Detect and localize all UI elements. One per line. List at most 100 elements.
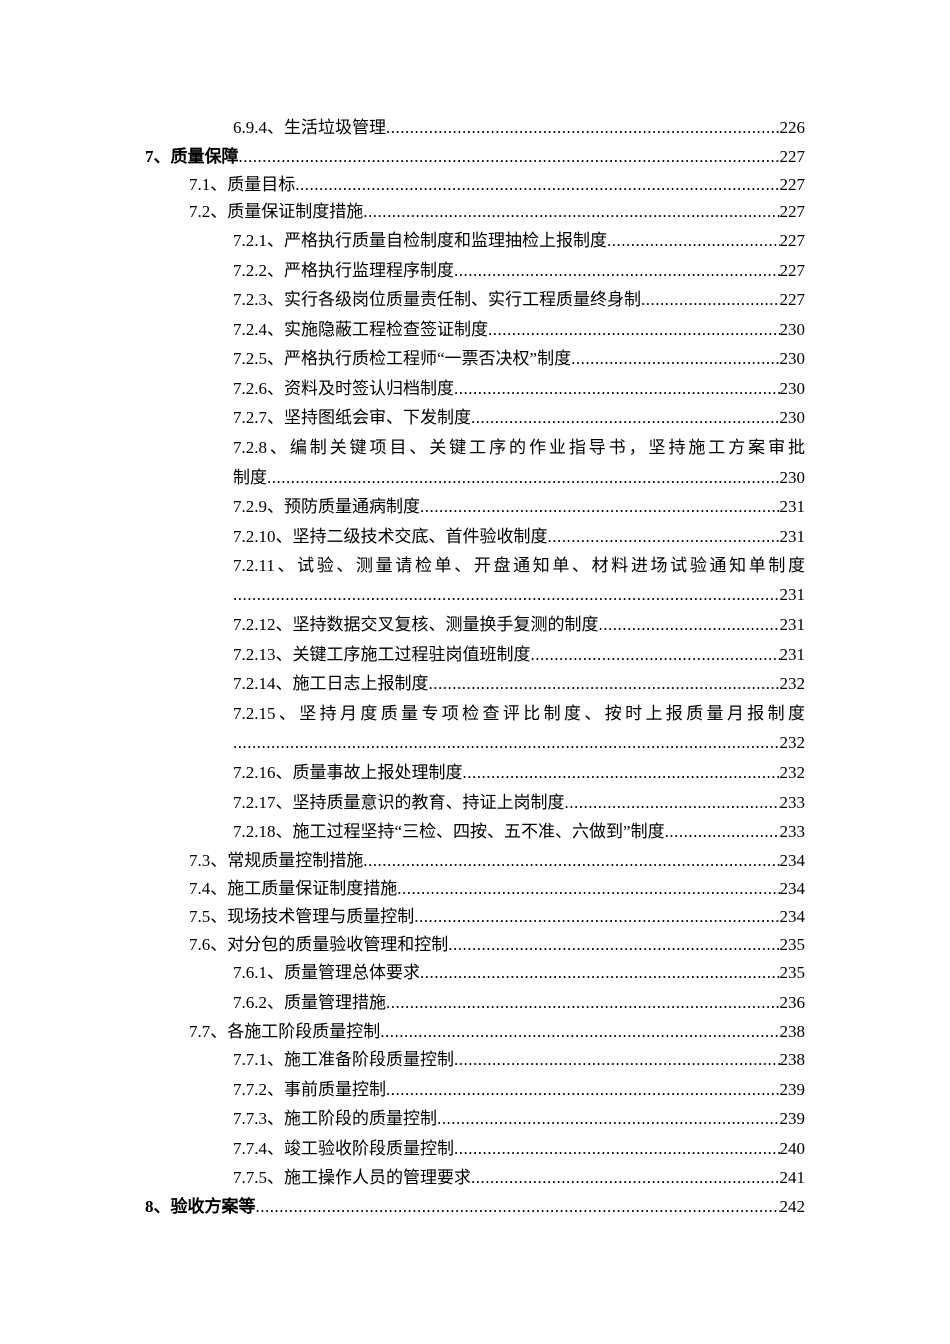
toc-entry[interactable]: 7.2.5、严格执行质检工程师“一票否决权”制度................… <box>233 347 805 371</box>
toc-entry-title: 7.7、各施工阶段质量控制 <box>189 1022 381 1041</box>
dot-leader: ........................................… <box>564 793 780 812</box>
toc-entry-page: 227 <box>779 175 806 194</box>
toc-entry[interactable]: 7.7.2、事前质量控制............................… <box>233 1078 805 1102</box>
toc-entry[interactable]: 7.5、现场技术管理与质量控制.........................… <box>189 905 805 929</box>
toc-entry[interactable]: 7.7.3、施工阶段的质量控制.........................… <box>233 1107 805 1131</box>
dot-leader: ........................................… <box>471 1168 780 1187</box>
toc-entry[interactable]: 7.7、各施工阶段质量控制...........................… <box>189 1020 805 1044</box>
toc-entry-page: 227 <box>779 231 806 250</box>
dot-leader: ........................................… <box>233 733 780 752</box>
toc-entry-page: 234 <box>779 851 806 870</box>
toc-entry-continuation[interactable]: ........................................… <box>233 731 805 755</box>
toc-entry[interactable]: 7.2.17、坚持质量意识的教育、持证上岗制度.................… <box>233 791 805 815</box>
toc-entry-title: 7.6.1、质量管理总体要求 <box>233 963 420 982</box>
toc-entry-title: 7.2.17、坚持质量意识的教育、持证上岗制度 <box>233 793 565 812</box>
toc-entry-page: 239 <box>779 1080 806 1099</box>
toc-entry-page: 231 <box>779 645 806 664</box>
toc-entry[interactable]: 7.7.4、竣工验收阶段质量控制........................… <box>233 1137 805 1161</box>
toc-entry-page: 233 <box>779 822 806 841</box>
toc-entry-page: 234 <box>779 907 806 926</box>
dot-leader: ........................................… <box>414 907 780 926</box>
toc-entry-page: 239 <box>779 1109 806 1128</box>
toc-entry-title-cont: 制度 <box>233 468 267 487</box>
dot-leader: ........................................… <box>380 1022 780 1041</box>
toc-entry-title: 7.2.7、坚持图纸会审、下发制度 <box>233 408 471 427</box>
toc-entry-title: 7.2.3、实行各级岗位质量责任制、实行工程质量终身制 <box>233 290 641 309</box>
toc-entry[interactable]: 7.2.6、资料及时签认归档制度........................… <box>233 377 805 401</box>
toc-entry[interactable]: 7.2.4、实施隐蔽工程检查签证制度......................… <box>233 318 805 342</box>
toc-entry-page: 238 <box>779 1050 806 1069</box>
toc-entry-title: 7.2.6、资料及时签认归档制度 <box>233 379 454 398</box>
toc-entry[interactable]: 7.2.10、坚持二级技术交底、首件验收制度..................… <box>233 525 805 549</box>
toc-entry-page: 230 <box>779 320 806 339</box>
toc-entry-title: 7.2.14、施工日志上报制度 <box>233 674 429 693</box>
dot-leader: ........................................… <box>233 585 780 604</box>
dot-leader: ........................................… <box>420 963 780 982</box>
toc-entry[interactable]: 7.7.1、施工准备阶段质量控制........................… <box>233 1048 805 1072</box>
toc-entry-page: 227 <box>779 202 806 221</box>
toc-entry-title: 7.7.5、施工操作人员的管理要求 <box>233 1168 471 1187</box>
dot-leader: ........................................… <box>664 822 780 841</box>
dot-leader: ........................................… <box>454 1139 780 1158</box>
toc-entry-page: 234 <box>779 879 806 898</box>
toc-entry[interactable]: 7.1、质量目标................................… <box>189 173 805 197</box>
toc-entry[interactable]: 7.2.18、施工过程坚持“三检、四按、五不准、六做到”制度..........… <box>233 820 805 844</box>
toc-entry[interactable]: 7.2.1、严格执行质量自检制度和监理抽检上报制度...............… <box>233 229 805 253</box>
toc-entry-title: 7.4、施工质量保证制度措施 <box>189 879 398 898</box>
toc-entry[interactable]: 7.6、对分包的质量验收管理和控制.......................… <box>189 933 805 957</box>
toc-entry-title: 7.2.9、预防质量通病制度 <box>233 497 420 516</box>
dot-leader: ........................................… <box>295 175 780 194</box>
toc-entry[interactable]: 7.3、常规质量控制措施............................… <box>189 849 805 873</box>
toc-entry-title: 7.3、常规质量控制措施 <box>189 851 364 870</box>
dot-leader: ........................................… <box>598 615 780 634</box>
toc-entry[interactable]: 6.9.4、生活垃圾管理............................… <box>233 116 805 140</box>
toc-entry[interactable]: 7.2.2、严格执行监理程序制度........................… <box>233 259 805 283</box>
dot-leader: ........................................… <box>363 851 780 870</box>
toc-entry[interactable]: 7.6.2、质量管理措施............................… <box>233 991 805 1015</box>
toc-entry[interactable]: 7.2.12、坚持数据交叉复核、测量换手复测的制度...............… <box>233 613 805 637</box>
toc-entry-page: 230 <box>779 349 806 368</box>
dot-leader: ........................................… <box>454 379 780 398</box>
toc-entry-continuation[interactable]: 制度......................................… <box>233 466 805 490</box>
toc-entry-page: 231 <box>779 527 806 546</box>
toc-entry[interactable]: 7.4、施工质量保证制度措施..........................… <box>189 877 805 901</box>
toc-entry-page: 226 <box>779 118 806 137</box>
toc-entry-page: 227 <box>779 147 806 166</box>
dot-leader: ........................................… <box>363 202 780 221</box>
toc-entry[interactable]: 7.2.14、施工日志上报制度.........................… <box>233 672 805 696</box>
toc-entry[interactable]: 7.2、质量保证制度措施............................… <box>189 200 805 224</box>
toc-entry-title: 7.2.5、严格执行质检工程师“一票否决权”制度 <box>233 349 572 368</box>
toc-entry-title: 7.7.2、事前质量控制 <box>233 1080 386 1099</box>
toc-entry[interactable]: 8、验收方案等.................................… <box>145 1195 805 1219</box>
toc-entry[interactable]: 7.2.13、关键工序施工过程驻岗值班制度...................… <box>233 643 805 667</box>
toc-entry[interactable]: 7.2.11、试验、测量请检单、开盘通知单、材料进场试验通知单制度 <box>233 554 805 578</box>
toc-entry-title: 7.2.16、质量事故上报处理制度 <box>233 763 463 782</box>
toc-entry-title: 7.2.2、严格执行监理程序制度 <box>233 261 454 280</box>
toc-entry-title: 7.2、质量保证制度措施 <box>189 202 364 221</box>
toc-entry[interactable]: 7.2.16、质量事故上报处理制度.......................… <box>233 761 805 785</box>
toc-entry-page: 232 <box>779 763 806 782</box>
dot-leader: ........................................… <box>454 261 780 280</box>
toc-entry-title: 7.2.12、坚持数据交叉复核、测量换手复测的制度 <box>233 615 599 634</box>
toc-entry-continuation[interactable]: ........................................… <box>233 583 805 607</box>
toc-entry[interactable]: 7.7.5、施工操作人员的管理要求.......................… <box>233 1166 805 1190</box>
toc-entry[interactable]: 7.2.8、编制关键项目、关键工序的作业指导书，坚持施工方案审批 <box>233 436 805 460</box>
toc-entry-title: 7.2.11、试验、测量请检单、开盘通知单、材料进场试验通知单制度 <box>233 556 805 575</box>
toc-entry-title: 7.2.4、实施隐蔽工程检查签证制度 <box>233 320 488 339</box>
dot-leader: ........................................… <box>471 408 780 427</box>
toc-entry[interactable]: 7.2.15、坚持月度质量专项检查评比制度、按时上报质量月报制度 <box>233 702 805 726</box>
dot-leader: ........................................… <box>428 674 780 693</box>
toc-entry-title: 7.5、现场技术管理与质量控制 <box>189 907 415 926</box>
toc-entry-title: 7、质量保障 <box>145 147 239 166</box>
toc-entry[interactable]: 7.2.7、坚持图纸会审、下发制度.......................… <box>233 406 805 430</box>
dot-leader: ........................................… <box>386 118 780 137</box>
dot-leader: ........................................… <box>238 147 780 166</box>
toc-entry[interactable]: 7.2.9、预防质量通病制度..........................… <box>233 495 805 519</box>
toc-entry[interactable]: 7.2.3、实行各级岗位质量责任制、实行工程质量终身制.............… <box>233 288 805 312</box>
toc-entry[interactable]: 7.6.1、质量管理总体要求..........................… <box>233 961 805 985</box>
toc-entry-title: 7.7.4、竣工验收阶段质量控制 <box>233 1139 454 1158</box>
toc-entry[interactable]: 7、质量保障..................................… <box>145 145 805 169</box>
toc-entry-page: 227 <box>779 290 806 309</box>
toc-entry-page: 231 <box>779 497 806 516</box>
dot-leader: ........................................… <box>386 993 780 1012</box>
